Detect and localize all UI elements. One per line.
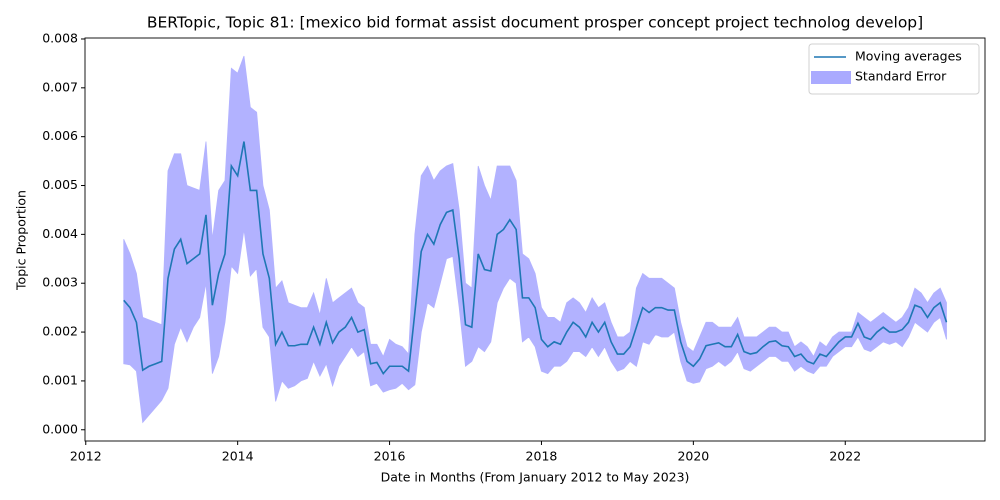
moving-average-line <box>123 141 948 375</box>
y-tick-label: 0.002 <box>42 324 78 339</box>
y-tick-label: 0.003 <box>42 275 78 290</box>
y-axis-label: Topic Proportion <box>14 190 29 291</box>
x-tick-label: 2022 <box>829 449 861 464</box>
y-tick-label: 0.005 <box>42 177 78 192</box>
y-tick-label: 0.000 <box>42 421 78 436</box>
x-tick-label: 2018 <box>526 449 558 464</box>
y-tick-label: 0.004 <box>42 226 78 241</box>
y-tick-label: 0.006 <box>42 128 78 143</box>
x-tick-label: 2014 <box>222 449 254 464</box>
legend-label: Moving averages <box>855 49 962 64</box>
x-axis-label: Date in Months (From January 2012 to May… <box>381 470 690 485</box>
legend-swatch <box>811 71 851 84</box>
plot-frame <box>84 37 986 442</box>
y-tick-label: 0.008 <box>42 30 78 45</box>
y-tick-label: 0.001 <box>42 372 78 387</box>
x-tick-label: 2016 <box>374 449 406 464</box>
error-band <box>123 55 947 424</box>
legend-box <box>808 43 980 95</box>
legend-label: Standard Error <box>855 69 947 84</box>
chart-title: BERTopic, Topic 81: [mexico bid format a… <box>147 14 923 32</box>
y-tick-label: 0.007 <box>42 79 78 94</box>
x-tick-label: 2012 <box>70 449 102 464</box>
x-tick-label: 2020 <box>677 449 709 464</box>
